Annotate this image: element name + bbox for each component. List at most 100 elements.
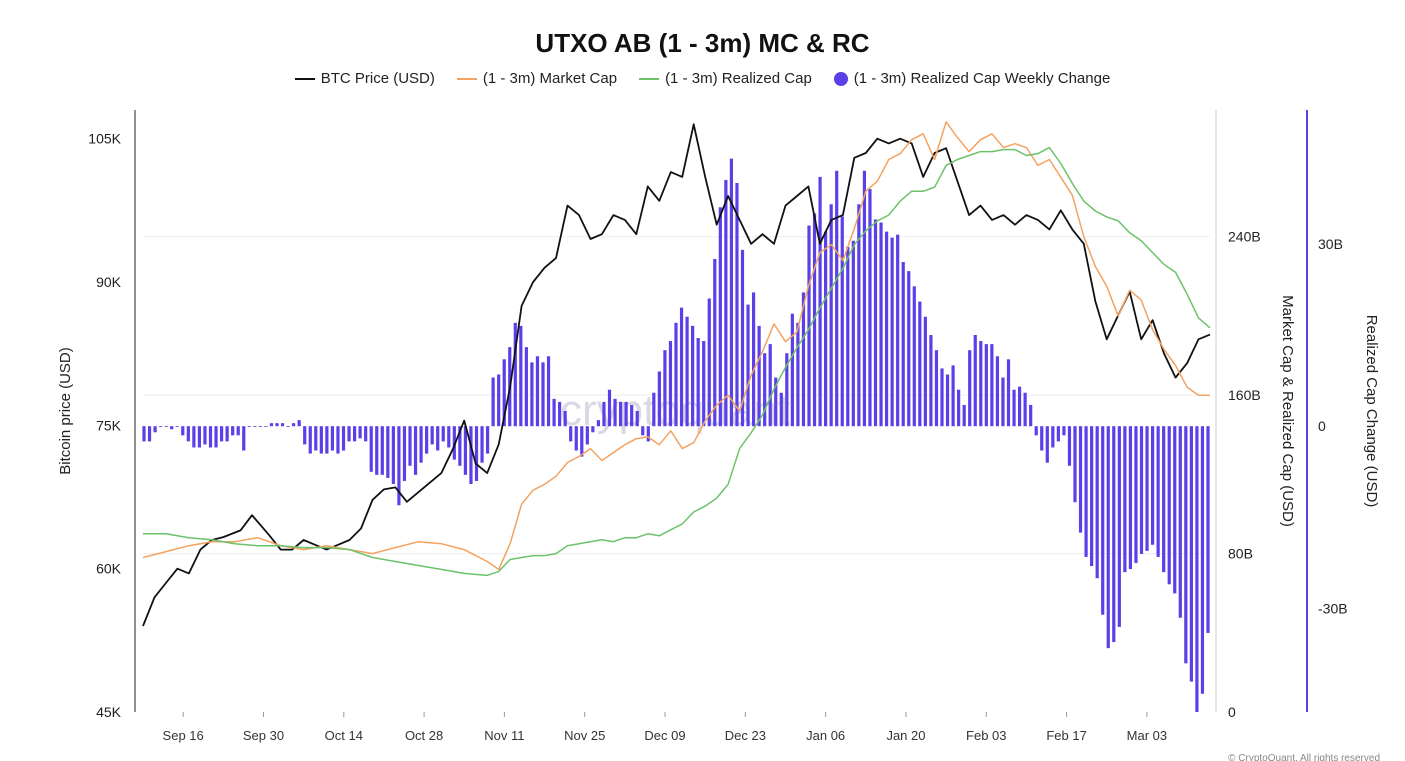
weekly-change-bar	[425, 426, 429, 454]
weekly-change-bar	[358, 426, 362, 439]
right1-tick-label: 0	[1228, 704, 1236, 720]
legend-line-swatch-black	[294, 77, 315, 80]
weekly-change-bar	[524, 347, 528, 427]
weekly-change-bar	[275, 423, 279, 427]
weekly-change-bar	[197, 426, 202, 448]
weekly-change-bar	[901, 262, 905, 427]
weekly-change-bar	[441, 426, 445, 442]
weekly-change-bar	[1067, 426, 1072, 466]
copyright-text: © CryptoQuant. All rights reserved	[1228, 753, 1380, 761]
weekly-change-bar	[979, 341, 983, 427]
weekly-change-bar	[535, 356, 540, 427]
legend-item-market-cap[interactable]: (1 - 3m) Market Cap	[456, 70, 617, 87]
weekly-change-bar	[341, 426, 346, 451]
weekly-change-bar	[641, 426, 645, 436]
weekly-change-bar	[1206, 426, 1210, 633]
weekly-change-bar	[463, 426, 468, 475]
left-axis-title: Bitcoin price (USD)	[57, 347, 74, 475]
legend-label-realized-cap: (1 - 3m) Realized Cap	[665, 70, 812, 87]
weekly-change-bar	[186, 426, 190, 442]
x-tick-label: Dec 23	[725, 728, 766, 743]
weekly-change-bar	[203, 426, 207, 445]
weekly-change-bar	[485, 426, 490, 454]
weekly-change-bar	[175, 426, 179, 427]
legend-item-weekly-change[interactable]: (1 - 3m) Realized Cap Weekly Change	[833, 70, 1110, 87]
weekly-change-bar	[624, 401, 628, 427]
weekly-change-bar	[757, 325, 761, 427]
weekly-change-bar	[668, 341, 673, 427]
weekly-change-bar	[1034, 426, 1038, 436]
weekly-change-bar	[1173, 426, 1177, 594]
weekly-change-bar	[735, 182, 739, 427]
weekly-change-bar	[436, 426, 440, 451]
weekly-change-bar	[907, 271, 911, 427]
weekly-change-bar	[607, 389, 612, 427]
weekly-change-bar	[236, 426, 240, 436]
weekly-change-bar	[1056, 426, 1060, 442]
weekly-change-bar	[502, 359, 506, 427]
weekly-change-bar	[258, 426, 262, 427]
weekly-change-bar	[480, 426, 484, 463]
weekly-change-bar	[740, 249, 745, 427]
weekly-change-bar	[413, 426, 418, 475]
weekly-change-bar	[984, 344, 988, 427]
weekly-change-bar	[824, 231, 828, 427]
weekly-change-bar	[807, 225, 811, 427]
lines-layer	[142, 121, 1211, 627]
weekly-change-bar	[225, 426, 229, 442]
weekly-change-bar	[253, 426, 257, 427]
x-tick-label: Dec 09	[644, 728, 685, 743]
weekly-change-bar	[369, 426, 373, 472]
weekly-change-bar	[574, 426, 578, 451]
weekly-change-bar	[1045, 426, 1049, 463]
weekly-change-bar	[325, 426, 329, 454]
x-tick-label: Jan 20	[886, 728, 925, 743]
weekly-change-bar	[375, 426, 379, 475]
weekly-change-bar	[1128, 426, 1133, 570]
weekly-change-bar	[142, 426, 146, 442]
weekly-change-bar	[159, 426, 163, 427]
weekly-change-bar	[602, 401, 606, 427]
left-tick-label: 45K	[96, 704, 122, 720]
legend-item-btc-price[interactable]: BTC Price (USD)	[294, 70, 435, 87]
weekly-change-bar	[364, 426, 368, 442]
weekly-change-bar	[685, 316, 689, 427]
weekly-change-bar	[718, 207, 722, 427]
weekly-change-bar	[1078, 426, 1083, 533]
weekly-change-bar	[801, 292, 806, 427]
weekly-change-bar	[242, 426, 246, 451]
weekly-change-bar	[1139, 426, 1144, 554]
right1-axis-title: Market Cap & Realized Cap (USD)	[1279, 295, 1296, 527]
weekly-change-bar	[724, 179, 728, 427]
weekly-change-bar	[1178, 426, 1182, 618]
left-tick-label: 75K	[96, 417, 122, 433]
weekly-change-bar	[397, 426, 401, 506]
weekly-change-bar	[879, 222, 883, 427]
chart-title: UTXO AB (1 - 3m) MC & RC	[535, 28, 870, 58]
weekly-change-bar	[319, 426, 323, 454]
weekly-change-bar	[1023, 392, 1027, 427]
weekly-change-bar	[790, 313, 794, 427]
right1-tick-label: 160B	[1228, 387, 1261, 403]
weekly-change-bar	[696, 338, 700, 427]
weekly-change-bar	[774, 377, 778, 427]
weekly-change-bar	[452, 426, 456, 460]
legend-item-realized-cap[interactable]: (1 - 3m) Realized Cap	[639, 70, 812, 87]
weekly-change-bar	[679, 307, 684, 427]
left-tick-label: 60K	[96, 561, 122, 577]
weekly-change-bar	[469, 426, 473, 484]
weekly-change-bar	[280, 423, 285, 427]
weekly-change-bar	[652, 392, 656, 427]
weekly-change-bar	[308, 426, 312, 454]
weekly-change-bar	[558, 401, 562, 427]
weekly-change-bar	[292, 423, 296, 427]
weekly-change-bar	[569, 426, 573, 442]
weekly-change-bar	[890, 237, 894, 427]
weekly-change-bar	[430, 426, 434, 445]
weekly-change-bar	[303, 426, 307, 445]
weekly-change-bar	[596, 420, 601, 427]
weekly-change-bar	[990, 344, 994, 427]
weekly-change-bar	[796, 322, 800, 427]
weekly-change-bar	[286, 426, 290, 427]
weekly-change-bar	[962, 404, 966, 427]
